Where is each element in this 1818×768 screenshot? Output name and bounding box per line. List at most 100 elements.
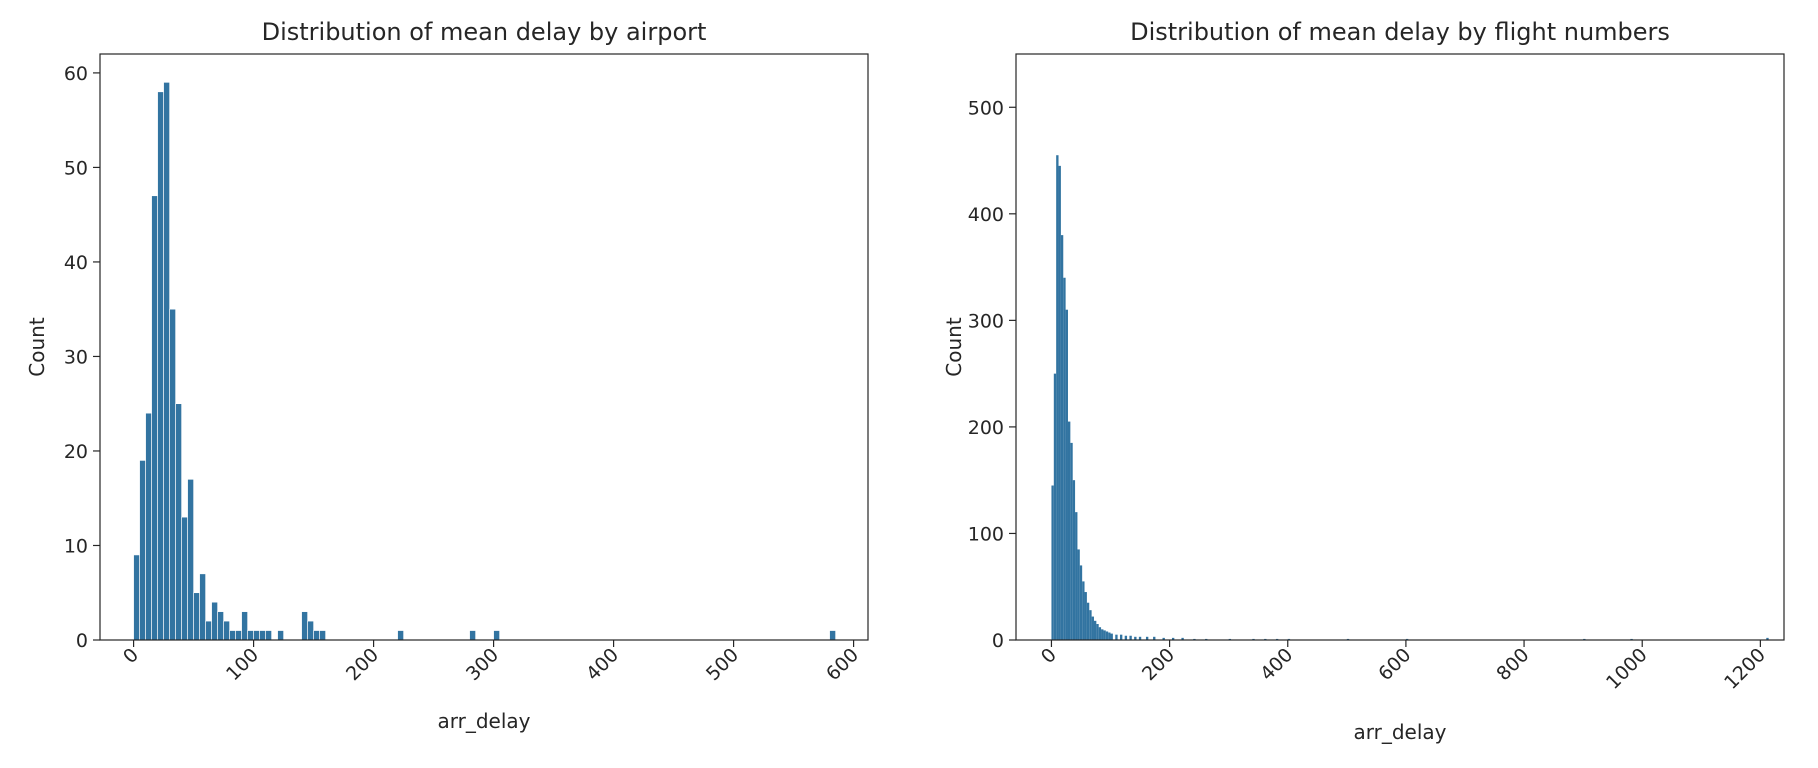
histogram-bar xyxy=(223,620,230,641)
y-tick-label: 50 xyxy=(64,157,88,179)
histogram-bar xyxy=(1110,633,1113,640)
histogram-bar xyxy=(1124,635,1128,640)
histogram-bar xyxy=(1051,485,1054,640)
histogram-bar xyxy=(1766,637,1769,640)
chart-title: Distribution of mean delay by flight num… xyxy=(1130,18,1670,46)
plot-frame xyxy=(1015,53,1785,641)
histogram-bar xyxy=(259,630,266,641)
histogram-bar xyxy=(1063,277,1066,640)
x-ticks: 0 200 400 600 800 1000 1200 xyxy=(1037,640,1770,694)
plot-frame xyxy=(99,53,869,641)
histogram-bar xyxy=(1105,631,1109,640)
x-tick-label: 600 xyxy=(822,644,863,685)
histogram-bar xyxy=(1181,637,1184,640)
histogram-bar xyxy=(1093,620,1097,640)
histogram-bar xyxy=(1067,421,1071,640)
y-ticks: 0 100 200 300 400 500 xyxy=(968,97,1016,652)
histogram-bar xyxy=(1129,635,1132,640)
x-tick-label: 300 xyxy=(462,644,503,685)
chart-title: Distribution of mean delay by airport xyxy=(262,18,707,46)
y-tick-label: 10 xyxy=(64,535,88,557)
y-axis-label: Count xyxy=(25,317,49,377)
histogram-bar xyxy=(1075,512,1078,640)
x-ticks: 0 100 200 300 400 500 600 xyxy=(119,640,863,685)
y-tick-label: 30 xyxy=(64,346,88,368)
histogram-bar xyxy=(151,195,158,641)
histogram-bar xyxy=(1115,634,1118,640)
histogram-bar xyxy=(1138,636,1142,640)
histogram-bar xyxy=(235,630,242,641)
histogram-bar xyxy=(265,630,272,641)
histogram-bar xyxy=(1103,630,1106,640)
x-tick-label: 600 xyxy=(1374,644,1415,685)
y-tick-label: 300 xyxy=(968,310,1004,332)
x-tick-label: 1200 xyxy=(1720,644,1770,694)
histogram-bar xyxy=(1096,624,1099,640)
chart-mean-delay-by-flight-numbers: Distribution of mean delay by flight num… xyxy=(942,18,1785,744)
histogram-bar xyxy=(277,630,284,641)
histogram-bar xyxy=(193,592,200,641)
histogram-bar xyxy=(397,630,404,641)
histogram-bar xyxy=(1162,637,1165,640)
histogram-bar xyxy=(1108,632,1111,640)
x-tick-label: 200 xyxy=(1138,644,1179,685)
histogram-bar xyxy=(1134,636,1137,640)
histogram-bar xyxy=(1065,309,1068,640)
histogram-bar xyxy=(1089,610,1092,640)
histogram-bar xyxy=(187,479,194,641)
histogram-bar xyxy=(1084,592,1087,640)
histogram-bar xyxy=(1072,480,1076,640)
x-tick-label: 400 xyxy=(1256,644,1297,685)
y-tick-label: 100 xyxy=(968,523,1004,545)
histogram-bar xyxy=(229,630,236,641)
histogram-bar xyxy=(1056,155,1059,640)
y-ticks: 0 10 20 30 40 50 60 xyxy=(64,63,100,652)
histogram-bar xyxy=(1053,373,1057,640)
x-tick-label: 400 xyxy=(582,644,623,685)
y-tick-label: 60 xyxy=(64,63,88,85)
histogram-bar xyxy=(1077,549,1080,640)
y-tick-label: 400 xyxy=(968,204,1004,226)
x-tick-label: 1000 xyxy=(1602,644,1652,694)
y-tick-label: 0 xyxy=(992,630,1004,652)
histogram-bar xyxy=(133,554,140,641)
x-tick-label: 500 xyxy=(702,644,743,685)
histogram-bar xyxy=(1086,602,1090,640)
histogram-bar xyxy=(1145,636,1149,640)
histogram-bar xyxy=(241,611,248,641)
histogram-bar xyxy=(1082,581,1085,640)
histogram-bar xyxy=(211,601,218,641)
chart-mean-delay-by-airport: Distribution of mean delay by airport 0 1… xyxy=(25,18,869,733)
histogram-bar xyxy=(1079,565,1083,640)
histogram-bar xyxy=(175,403,182,641)
y-tick-label: 200 xyxy=(968,417,1004,439)
y-tick-label: 500 xyxy=(968,97,1004,119)
histogram-bar xyxy=(1060,235,1064,640)
histogram-bar xyxy=(469,630,476,641)
bars-layer xyxy=(1051,155,1769,640)
histogram-bar xyxy=(163,82,170,641)
x-tick-label: 100 xyxy=(222,644,263,685)
histogram-bar xyxy=(313,630,320,641)
y-axis-label: Count xyxy=(942,317,966,377)
histogram-bar xyxy=(253,630,260,641)
histogram-bar xyxy=(301,611,308,641)
histogram-bar xyxy=(145,412,152,641)
histogram-bar xyxy=(169,308,176,641)
histogram-bar xyxy=(199,573,206,641)
x-tick-label: 0 xyxy=(1037,644,1061,668)
histogram-bar xyxy=(217,611,224,641)
histogram-bar xyxy=(139,460,146,641)
histogram-bar xyxy=(1098,627,1102,640)
histogram-bar xyxy=(1119,634,1123,640)
histogram-bar xyxy=(157,91,164,641)
histogram-bar xyxy=(1070,442,1073,640)
y-tick-label: 0 xyxy=(76,630,88,652)
histogram-bar xyxy=(181,516,188,641)
histogram-bar xyxy=(205,620,212,641)
histogram-bar xyxy=(1091,616,1094,640)
histogram-bar xyxy=(1153,636,1156,640)
x-axis-label: arr_delay xyxy=(1354,720,1447,744)
histogram-bar xyxy=(307,620,314,641)
